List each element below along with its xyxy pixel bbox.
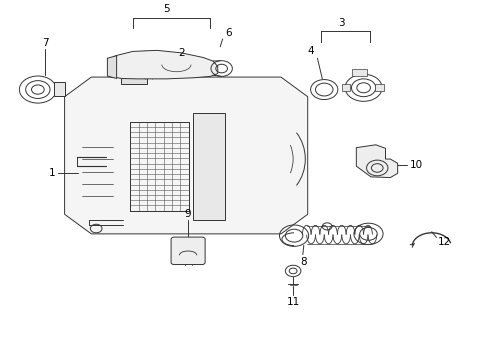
Bar xyxy=(193,113,224,220)
Bar xyxy=(341,84,350,91)
FancyBboxPatch shape xyxy=(171,237,204,265)
Text: 11: 11 xyxy=(286,297,299,307)
Polygon shape xyxy=(64,77,307,234)
Bar xyxy=(374,84,383,91)
Bar xyxy=(54,82,64,96)
Text: 8: 8 xyxy=(300,257,306,267)
Text: 5: 5 xyxy=(163,4,170,14)
Text: 9: 9 xyxy=(184,209,191,219)
Polygon shape xyxy=(111,50,217,79)
Bar xyxy=(130,122,188,211)
Text: 1: 1 xyxy=(49,168,56,177)
Bar xyxy=(120,75,147,84)
Text: 6: 6 xyxy=(224,28,231,38)
Text: 3: 3 xyxy=(338,18,345,28)
Polygon shape xyxy=(356,145,397,177)
Text: 2: 2 xyxy=(178,48,184,58)
Polygon shape xyxy=(107,56,116,78)
Text: 10: 10 xyxy=(409,161,422,170)
Text: 4: 4 xyxy=(307,46,313,57)
Text: 7: 7 xyxy=(42,38,48,48)
Bar xyxy=(352,69,366,76)
Text: 12: 12 xyxy=(437,237,450,247)
